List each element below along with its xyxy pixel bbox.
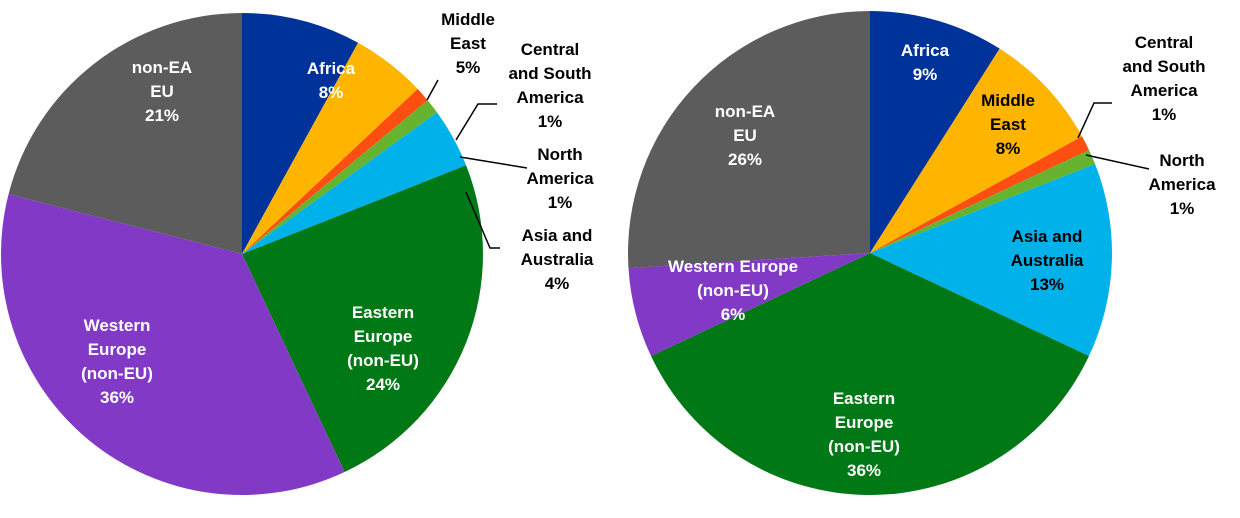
slice-label: Asia and Australia 13% bbox=[1011, 227, 1084, 294]
pie-labels-2: Africa 9% Middle East 8% Central and South Amer… bbox=[668, 33, 1216, 480]
slice-label: North America 1% bbox=[526, 145, 594, 212]
pie-slice-north-america bbox=[242, 100, 437, 254]
pie-slice-non-ea-eu bbox=[8, 13, 242, 254]
pie-slice-eastern-europe-non-eu bbox=[242, 165, 484, 473]
pie-chart-1: Africa 8% Middle East 5%Central and South Amer… bbox=[1, 10, 594, 495]
leader-line bbox=[455, 103, 497, 141]
slice-label: North America 1% bbox=[1148, 151, 1216, 218]
leader-line bbox=[1077, 102, 1112, 139]
pie-labels-1: Africa 8% Middle East 5%Central and South Amer… bbox=[81, 10, 594, 407]
pie-slice-middle-east bbox=[242, 42, 418, 255]
slice-label: Western Europe (non-EU) 36% bbox=[81, 316, 153, 407]
leader-line bbox=[426, 79, 439, 101]
pie-chart-2: Africa 9% Middle East 8% Central and South Amer… bbox=[628, 10, 1216, 496]
slice-label: Central and South America 1% bbox=[508, 40, 591, 131]
slice-label: Eastern Europe (non-EU) 36% bbox=[828, 389, 900, 480]
pie-slice-asia-and-australia bbox=[242, 112, 467, 254]
slice-label: Eastern Europe (non-EU) 24% bbox=[347, 303, 419, 394]
pie-slice-north-america bbox=[870, 149, 1096, 253]
slice-label: Middle East 5% bbox=[441, 10, 495, 77]
slice-label: Africa 8% bbox=[307, 59, 356, 102]
pie-slice-western-europe-non-eu bbox=[1, 194, 345, 495]
pie-slice-eastern-europe-non-eu bbox=[651, 253, 1089, 496]
pie-slice-asia-and-australia bbox=[870, 163, 1113, 357]
pie-slice-middle-east bbox=[870, 48, 1083, 253]
slice-label: non-EA EU 26% bbox=[715, 102, 775, 169]
slice-label: Africa 9% bbox=[901, 41, 950, 84]
leader-line bbox=[459, 156, 528, 169]
slice-label: Western Europe (non-EU) 6% bbox=[668, 257, 798, 324]
slice-label: non-EA EU 21% bbox=[132, 58, 192, 125]
pie-slice-western-europe-non-eu bbox=[628, 253, 870, 357]
pie-slice-central-and-south-america bbox=[870, 136, 1089, 253]
pie-slice-central-and-south-america bbox=[242, 89, 428, 255]
pie-slice-africa bbox=[870, 10, 1000, 253]
slice-label: Asia and Australia 4% bbox=[521, 226, 594, 293]
leader-line bbox=[465, 191, 500, 249]
leader-line bbox=[1085, 154, 1150, 170]
pie-slice-non-ea-eu bbox=[628, 11, 870, 269]
pie-slice-africa bbox=[242, 13, 359, 254]
slice-label: Central and South America 1% bbox=[1122, 33, 1205, 124]
slice-label: Middle East 8% bbox=[981, 91, 1035, 158]
